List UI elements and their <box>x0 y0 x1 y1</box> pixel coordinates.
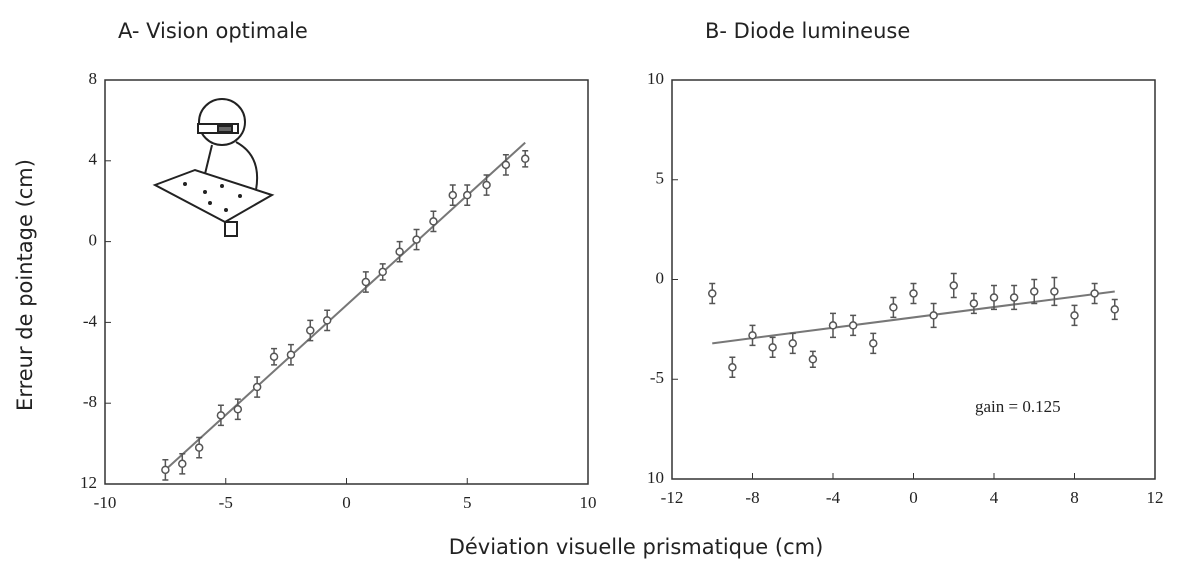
point <box>869 339 878 348</box>
point <box>361 277 371 287</box>
point <box>788 339 797 348</box>
y-tick-label: 10 <box>647 468 664 487</box>
x-tick-label: 8 <box>1070 488 1079 507</box>
y-tick-label: 12 <box>80 473 97 492</box>
y-tick-label: 8 <box>89 69 98 88</box>
point <box>728 363 737 372</box>
point <box>1009 293 1019 302</box>
point <box>286 350 296 359</box>
point <box>1070 311 1079 320</box>
observer-icon <box>152 98 275 237</box>
x-tick-label: 12 <box>1147 488 1164 507</box>
point <box>989 293 999 302</box>
point <box>448 190 458 200</box>
point <box>178 459 187 469</box>
annotation: gain = 0.125 <box>975 397 1061 416</box>
point <box>889 303 898 312</box>
y-tick-label: 4 <box>89 150 98 169</box>
x-tick-label: -4 <box>826 488 841 507</box>
y-axis-label: Erreur de pointage (cm) <box>13 159 37 411</box>
point <box>748 331 757 340</box>
point <box>233 405 243 414</box>
y-tick-label: -4 <box>83 311 98 330</box>
point <box>949 281 958 290</box>
point <box>909 289 918 298</box>
point <box>708 289 717 298</box>
chart-title: A- Vision optimale <box>118 19 308 43</box>
point <box>395 247 404 256</box>
point <box>1090 289 1099 298</box>
point <box>161 465 170 475</box>
point <box>378 267 387 277</box>
point <box>808 355 818 364</box>
x-tick-label: 5 <box>463 493 472 512</box>
point <box>768 343 777 352</box>
point <box>1050 287 1059 296</box>
point <box>429 217 438 226</box>
plot-frame <box>104 79 589 485</box>
x-tick-label: -5 <box>219 493 233 512</box>
x-tick-label: -12 <box>661 488 684 507</box>
y-tick-label: -5 <box>650 368 664 387</box>
point <box>482 180 491 190</box>
x-tick-label: 10 <box>580 493 597 512</box>
x-tick-label: 0 <box>909 488 918 507</box>
y-tick-label: 5 <box>656 169 665 188</box>
x-tick-label: -10 <box>94 493 117 512</box>
point <box>412 235 421 244</box>
point <box>828 321 838 330</box>
point <box>1110 305 1119 314</box>
point <box>216 411 226 420</box>
x-tick-label: -8 <box>745 488 759 507</box>
point <box>501 160 511 170</box>
y-tick-label: 0 <box>89 231 98 250</box>
x-tick-label: 4 <box>990 488 999 507</box>
point <box>306 326 315 335</box>
point <box>322 316 332 325</box>
point <box>269 352 279 361</box>
point <box>252 382 262 392</box>
point <box>1030 287 1039 296</box>
point <box>520 154 530 164</box>
x-axis-label: Déviation visuelle prismatique (cm) <box>449 535 824 559</box>
y-tick-label: -8 <box>83 392 97 411</box>
plot-frame <box>671 79 1156 480</box>
point <box>194 443 204 452</box>
point <box>463 190 472 200</box>
y-tick-label: 0 <box>656 268 665 287</box>
chart-title: B- Diode lumineuse <box>705 19 910 43</box>
point <box>969 299 979 308</box>
fit-line <box>712 290 1115 345</box>
point <box>929 311 938 320</box>
point <box>848 321 858 330</box>
y-tick-label: 10 <box>647 69 664 88</box>
x-tick-label: 0 <box>342 493 351 512</box>
